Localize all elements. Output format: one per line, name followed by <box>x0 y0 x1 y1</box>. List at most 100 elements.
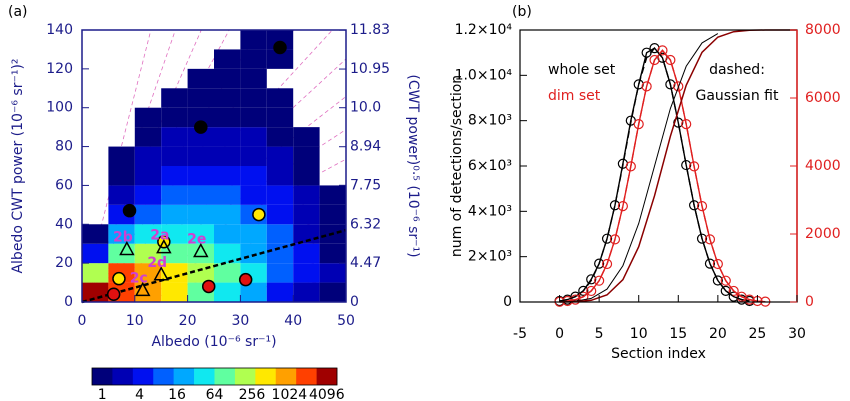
point <box>712 258 723 270</box>
marker <box>153 266 169 281</box>
point <box>665 79 676 90</box>
colorbar-swatch <box>173 368 195 385</box>
y-axis-label: num of detections/section <box>449 75 465 257</box>
x-tick-label: 20 <box>179 313 197 329</box>
density-cell <box>161 107 188 128</box>
fit-line <box>81 228 347 304</box>
density-cell <box>240 166 267 186</box>
point <box>641 81 652 92</box>
colorbar-tick-label: 64 <box>206 387 224 401</box>
density-cell <box>161 185 188 205</box>
colorbar-tick-label: 16 <box>168 387 186 401</box>
density-cell <box>214 146 241 166</box>
density-cell <box>266 224 294 244</box>
marker-label: 2d <box>147 255 167 271</box>
y2-tick-label: 8.94 <box>350 139 381 155</box>
density-cell <box>214 224 241 244</box>
y-tick-label: 6×10³ <box>468 158 512 174</box>
y-tick-label: 8×10³ <box>468 113 512 129</box>
y2-tick-label: 4.47 <box>350 255 381 271</box>
point <box>586 285 597 297</box>
marker <box>112 271 126 286</box>
colorbar-swatch <box>255 368 277 385</box>
colorbar-swatch <box>296 368 317 385</box>
y-tick-label: 20 <box>55 255 73 271</box>
y-tick-label: 140 <box>46 22 73 38</box>
density-cell <box>214 107 241 128</box>
x-tick-label: 40 <box>284 313 302 329</box>
density-cell <box>134 204 162 225</box>
x-tick-label: 25 <box>749 326 767 342</box>
y2-tick-label: 10.0 <box>350 100 381 116</box>
density-cell <box>240 49 267 69</box>
marker <box>201 279 216 294</box>
density-cell <box>293 282 320 302</box>
marker-label: 2a <box>150 228 169 244</box>
density-cell <box>319 204 346 225</box>
density-cell <box>161 166 188 186</box>
density-cell <box>134 127 162 147</box>
y-tick-label: 60 <box>55 177 73 193</box>
density-cell <box>293 127 320 147</box>
density-cell <box>187 204 214 225</box>
density-cell <box>161 282 188 302</box>
point <box>704 258 716 269</box>
y2-tick-label: 11.83 <box>350 22 390 38</box>
marker-label: 2c <box>130 270 148 286</box>
y-tick-label: 80 <box>55 139 73 155</box>
density-cell <box>161 146 188 166</box>
x-tick-label: 5 <box>595 326 604 342</box>
panel-label: (b) <box>512 4 532 20</box>
density-cell <box>108 146 135 166</box>
density-cell <box>108 185 135 205</box>
density-cell <box>82 282 109 302</box>
density-cell <box>187 166 214 186</box>
colorbar-swatch <box>316 368 338 385</box>
point <box>586 274 597 285</box>
guide-line <box>82 30 152 302</box>
density-cell <box>214 68 241 89</box>
x-tick-label: 20 <box>709 326 727 342</box>
marker-label: 2b <box>113 230 133 246</box>
density-cell <box>240 224 267 244</box>
density-cell <box>214 243 241 264</box>
point <box>736 294 747 305</box>
point <box>594 275 605 286</box>
colorbar-swatch <box>112 368 134 385</box>
point <box>696 201 708 212</box>
point <box>578 285 589 296</box>
density-cell <box>187 127 214 147</box>
density-cell <box>161 127 188 147</box>
y-axis-label: Albedo CWT power (10⁻⁶ sr⁻¹)² <box>10 58 26 273</box>
density-cell <box>82 224 109 244</box>
y2-tick-label: 8000 <box>805 22 841 38</box>
x-tick-label: 10 <box>126 313 144 329</box>
density-cell <box>266 107 294 128</box>
density-cell <box>266 88 294 108</box>
point <box>649 54 660 66</box>
y-tick-label: 0 <box>64 294 73 310</box>
y-tick-label: 40 <box>55 216 73 232</box>
y-tick-label: 120 <box>46 61 73 77</box>
density-cell <box>134 146 162 166</box>
annotation: dashed: <box>709 62 765 78</box>
density-cell <box>187 224 214 244</box>
density-cell <box>187 107 214 128</box>
marker <box>122 203 137 218</box>
x-tick-label: 50 <box>337 313 355 329</box>
x-tick-label: 10 <box>630 326 648 342</box>
density-cell <box>293 204 320 225</box>
point <box>712 275 723 286</box>
y-tick-label: 1.0×10⁴ <box>455 67 513 83</box>
colorbar-tick-label: 1024 <box>272 387 308 401</box>
density-cell <box>214 185 241 205</box>
colorbar-tick-label: 4 <box>135 387 144 401</box>
density-cell <box>214 263 241 283</box>
point <box>744 294 755 305</box>
density-cell <box>266 185 294 205</box>
density-cell <box>134 107 162 128</box>
point <box>633 79 644 90</box>
y-tick-label: 1.2×10⁴ <box>455 22 513 38</box>
density-cell <box>214 127 241 147</box>
